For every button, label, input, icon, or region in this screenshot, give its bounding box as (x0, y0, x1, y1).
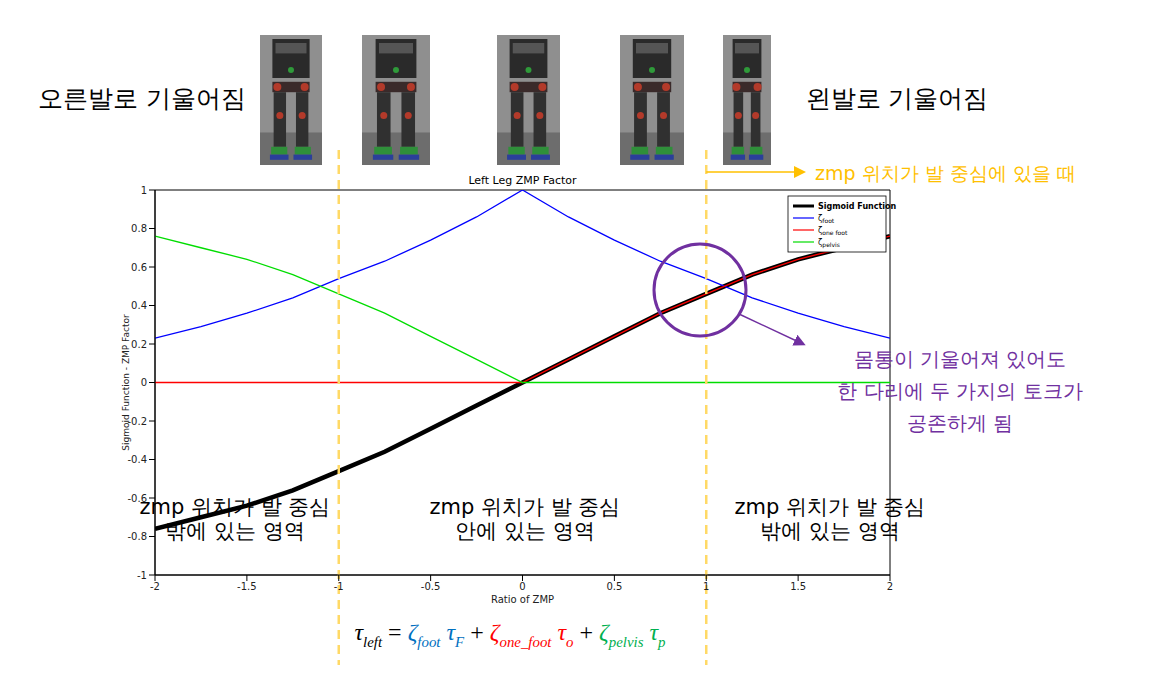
svg-text:몸통이 기울어져 있어도: 몸통이 기울어져 있어도 (854, 347, 1067, 371)
svg-text:0.8: 0.8 (131, 223, 147, 234)
svg-text:-0.6: -0.6 (127, 493, 147, 504)
svg-text:-0.2: -0.2 (127, 416, 147, 427)
svg-text:0.4: 0.4 (131, 300, 147, 311)
svg-text:1: 1 (141, 185, 147, 196)
svg-text:-1: -1 (137, 570, 147, 581)
svg-text:1: 1 (703, 581, 709, 592)
svg-text:Sigmoid Function - ZMP Factor: Sigmoid Function - ZMP Factor (121, 314, 131, 451)
svg-text:공존하게 됨: 공존하게 됨 (907, 411, 1013, 435)
svg-text:밖에 있는 영역: 밖에 있는 영역 (760, 519, 899, 543)
svg-text:ζpelvis: ζpelvis (818, 238, 840, 249)
svg-text:-0.4: -0.4 (127, 454, 147, 465)
svg-text:0: 0 (141, 377, 147, 388)
svg-text:ζfoot: ζfoot (818, 214, 835, 224)
svg-text:-0.8: -0.8 (127, 531, 147, 542)
svg-text:0.6: 0.6 (131, 262, 147, 273)
svg-text:0: 0 (519, 581, 525, 592)
svg-text:-1: -1 (334, 581, 344, 592)
svg-text:한 다리에 두 가지의 토크가: 한 다리에 두 가지의 토크가 (837, 379, 1082, 403)
svg-text:ζone foot: ζone foot (818, 226, 848, 236)
svg-text:τleft = ζfoot τF + ζone_foot τ: τleft = ζfoot τF + ζone_foot τo + ζpelvi… (354, 619, 665, 650)
svg-text:1.5: 1.5 (790, 581, 806, 592)
svg-text:왼발로 기울어짐: 왼발로 기울어짐 (806, 84, 989, 113)
svg-text:Ratio of ZMP: Ratio of ZMP (491, 594, 554, 605)
svg-text:0.2: 0.2 (131, 339, 147, 350)
svg-text:-0.5: -0.5 (421, 581, 441, 592)
svg-text:밖에 있는 영역: 밖에 있는 영역 (165, 519, 304, 543)
svg-text:-1.5: -1.5 (237, 581, 257, 592)
svg-text:Sigmoid Function: Sigmoid Function (818, 202, 897, 211)
svg-text:안에 있는 영역: 안에 있는 영역 (455, 519, 594, 543)
svg-text:0.5: 0.5 (606, 581, 622, 592)
svg-text:zmp 위치가 발 중심: zmp 위치가 발 중심 (140, 495, 331, 519)
svg-text:zmp 위치가 발 중심: zmp 위치가 발 중심 (735, 495, 926, 519)
svg-text:오른발로 기울어짐: 오른발로 기울어짐 (38, 84, 246, 113)
svg-text:2: 2 (887, 581, 893, 592)
svg-text:-2: -2 (150, 581, 160, 592)
svg-text:Left Leg ZMP Factor: Left Leg ZMP Factor (468, 174, 577, 187)
svg-text:zmp 위치가 발 중심에 있을 때: zmp 위치가 발 중심에 있을 때 (815, 162, 1076, 184)
svg-text:zmp 위치가 발 중심: zmp 위치가 발 중심 (430, 495, 621, 519)
